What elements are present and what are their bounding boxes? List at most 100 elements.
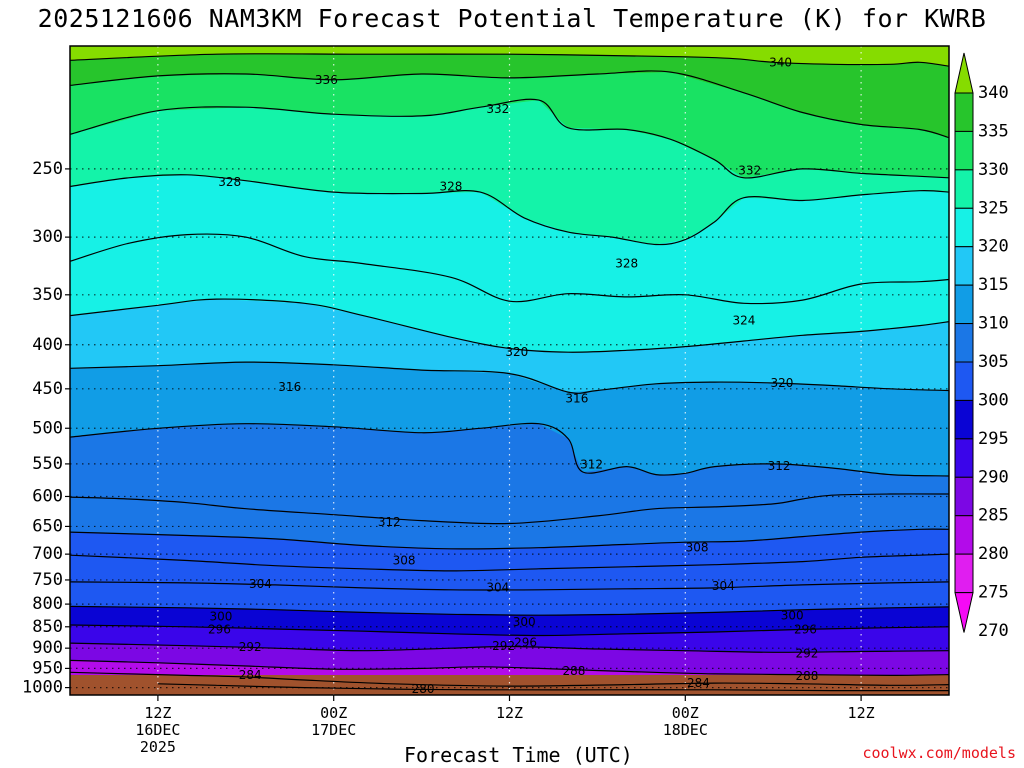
y-axis: 2503003504004505005506006507007508008509… <box>22 159 70 698</box>
isentrope-306 <box>70 528 949 550</box>
isentrope-340 <box>70 53 949 67</box>
colorbar-swatch <box>954 553 974 594</box>
isentrope-328 <box>70 174 949 246</box>
colorbar-extend-bottom <box>954 592 974 633</box>
y-tick-label: 450 <box>32 379 63 399</box>
y-tick-label: 850 <box>32 617 63 637</box>
colorbar: 340 335 330 325 320 315 310 305 300 295 290 285 280 2… <box>954 52 1009 641</box>
isentrope-300 <box>70 605 949 616</box>
contour-label-304: 304 <box>249 577 272 591</box>
colorbar-label: 295 <box>978 429 1009 449</box>
y-tick-label: 750 <box>32 570 63 590</box>
x-tick-label: 16DEC <box>135 721 180 739</box>
contour-label-284: 284 <box>239 668 262 682</box>
colorbar-swatch <box>954 515 974 555</box>
y-tick-label: 700 <box>32 544 63 564</box>
colorbar-swatch <box>954 284 974 325</box>
contour-label-280: 280 <box>412 682 435 696</box>
contour-label-288: 288 <box>563 664 586 678</box>
contour-label-304: 304 <box>486 580 509 594</box>
contour-label-300: 300 <box>209 610 232 624</box>
contour-label-328: 328 <box>218 175 241 189</box>
x-tick-label: 12Z <box>496 704 523 722</box>
contour-label-340: 340 <box>769 55 792 69</box>
y-tick-label: 1000 <box>22 678 63 698</box>
contour-label-312: 312 <box>580 458 603 472</box>
colorbar-swatch <box>954 130 974 171</box>
contour-label-336: 336 <box>315 73 338 87</box>
isentrope-288 <box>70 659 949 677</box>
chart-title: 2025121606 NAM3KM Forecast Potential Tem… <box>37 4 987 33</box>
x-tick-label: 2025 <box>140 738 176 756</box>
y-tick-label: 300 <box>32 227 63 247</box>
contour-label-300: 300 <box>781 609 804 623</box>
x-tick-label: 12Z <box>144 704 171 722</box>
contour-label-312: 312 <box>378 515 401 529</box>
x-tick-label: 00Z <box>672 704 699 722</box>
colorbar-label: 270 <box>978 621 1009 641</box>
x-tick-label: 12Z <box>848 704 875 722</box>
isentrope-contours <box>70 53 949 692</box>
contour-label-296: 296 <box>794 622 817 636</box>
isentrope-312 <box>70 422 949 477</box>
contour-label-332: 332 <box>738 163 761 177</box>
contour-label-292: 292 <box>795 647 818 661</box>
isentrope-316 <box>70 361 949 394</box>
x-tick-label: 18DEC <box>663 721 708 739</box>
colorbar-label: 315 <box>978 275 1009 295</box>
x-tick-label: 00Z <box>320 704 347 722</box>
isentrope-284 <box>70 671 949 687</box>
y-tick-label: 900 <box>32 638 63 658</box>
colorbar-swatch <box>954 92 974 132</box>
grid-lines <box>70 46 949 695</box>
colorbar-swatch <box>954 323 974 363</box>
colorbar-swatch <box>954 438 974 478</box>
contour-label-284: 284 <box>687 676 710 690</box>
y-tick-label: 350 <box>32 285 63 305</box>
contour-label-288: 288 <box>795 669 818 683</box>
x-tick-label: 17DEC <box>311 721 356 739</box>
y-tick-label: 550 <box>32 454 63 474</box>
colorbar-label: 285 <box>978 506 1009 526</box>
colorbar-label: 330 <box>978 160 1009 180</box>
contour-label-312: 312 <box>768 459 791 473</box>
plot-area: 340 336 332 332 328 328 328 324 320 320 316 316 312 3… <box>70 46 949 696</box>
colorbar-label: 275 <box>978 583 1009 603</box>
contour-label-304: 304 <box>712 579 735 593</box>
contour-label-296: 296 <box>514 635 537 649</box>
contour-label-332: 332 <box>486 102 509 116</box>
colorbar-label: 320 <box>978 237 1009 257</box>
colorbar-label: 280 <box>978 544 1009 564</box>
y-tick-label: 650 <box>32 516 63 536</box>
y-tick-label: 400 <box>32 335 63 355</box>
x-axis-label: Forecast Time (UTC) <box>404 743 633 767</box>
contour-label-324: 324 <box>732 314 755 328</box>
contour-label-316: 316 <box>278 380 301 394</box>
colorbar-label: 290 <box>978 467 1009 487</box>
colorbar-label: 325 <box>978 198 1009 218</box>
contour-label-328: 328 <box>439 179 462 193</box>
credit-link[interactable]: coolwx.com/models <box>862 744 1016 762</box>
contour-label-320: 320 <box>771 376 794 390</box>
contour-label-308: 308 <box>393 554 416 568</box>
isentrope-292 <box>70 642 949 653</box>
y-tick-label: 250 <box>32 159 63 179</box>
y-tick-label: 950 <box>32 658 63 678</box>
colorbar-swatch <box>954 399 974 440</box>
contour-label-328: 328 <box>615 257 638 271</box>
contour-label-316: 316 <box>565 392 588 406</box>
y-tick-label: 500 <box>32 418 63 438</box>
isentrope-280 <box>157 683 949 692</box>
isentrope-296 <box>70 624 949 637</box>
colorbar-swatch <box>954 361 974 401</box>
y-tick-label: 800 <box>32 594 63 614</box>
colorbar-swatch <box>954 476 974 517</box>
isentrope-320 <box>70 298 949 353</box>
contour-label-300: 300 <box>513 615 536 629</box>
colorbar-extend-top <box>954 52 974 94</box>
isentrope-302 <box>70 581 949 591</box>
contour-label-296: 296 <box>208 622 231 636</box>
colorbar-label: 305 <box>978 352 1009 372</box>
contour-label-292: 292 <box>239 640 262 654</box>
